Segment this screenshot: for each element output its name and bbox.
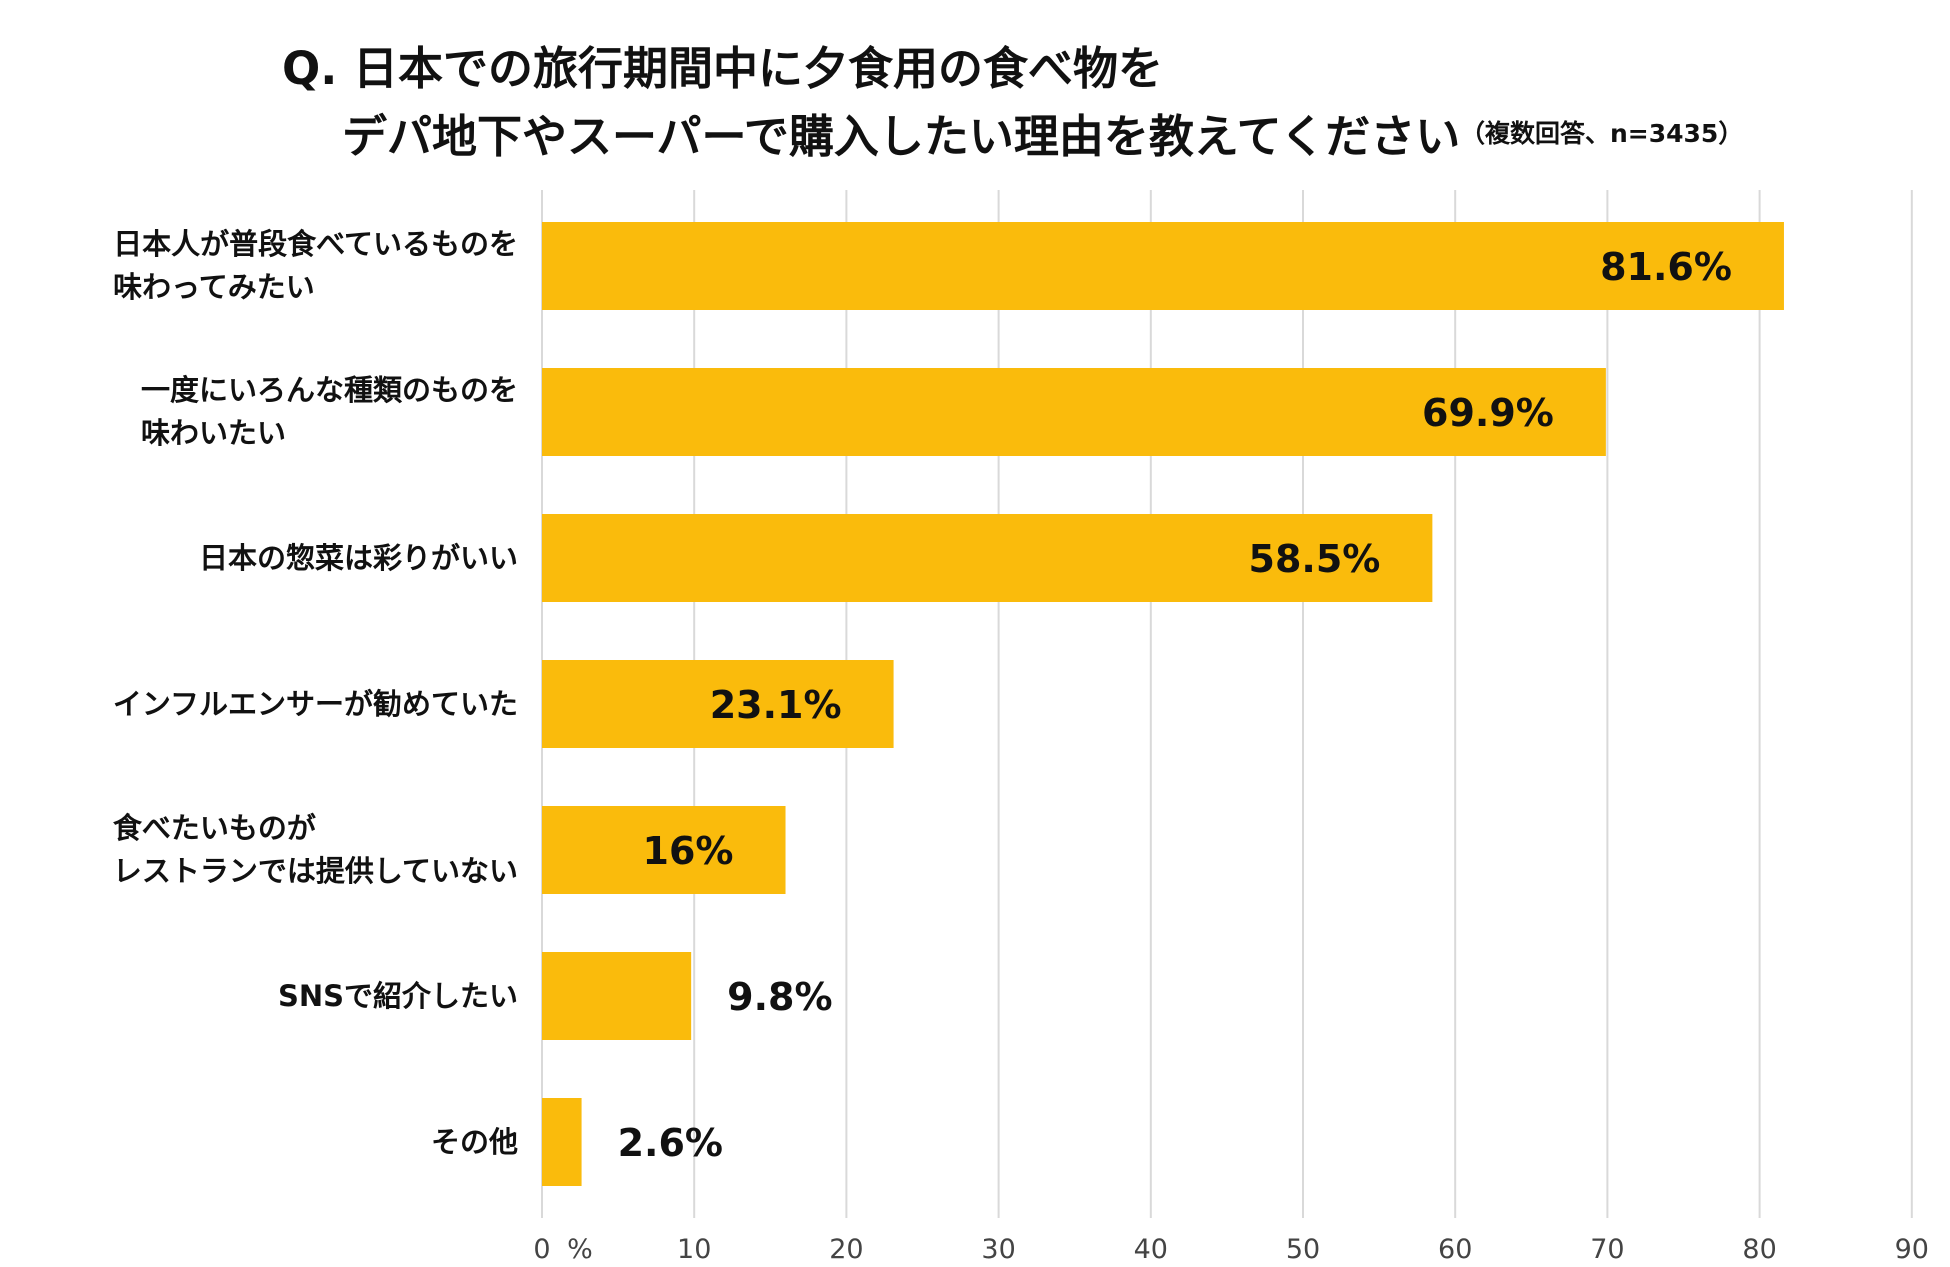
- data-label: 81.6%: [1600, 245, 1732, 289]
- x-tick-label: 90: [1895, 1234, 1929, 1265]
- x-unit-label: %: [567, 1234, 593, 1265]
- bar: [542, 514, 1433, 602]
- data-labels: 81.6% 69.9% 58.5% 23.1% 16% 9.8% 2.6%: [618, 245, 1732, 1165]
- category-label: 一度にいろんな種類のものを 味わいたい: [140, 373, 518, 450]
- chart-sample-note: （複数回答、n=3435）: [1460, 119, 1744, 148]
- data-label: 2.6%: [618, 1121, 723, 1165]
- category-label: インフルエンサーが勧めていた: [112, 686, 518, 721]
- bar: [542, 806, 786, 894]
- x-tick-label: 40: [1134, 1234, 1168, 1265]
- bar: [542, 368, 1606, 456]
- category-label: その他: [430, 1124, 518, 1159]
- x-tick-label: 10: [677, 1234, 711, 1265]
- category-label: 日本人が普段食べているものを 味わってみたい: [113, 227, 518, 304]
- data-label: 16%: [643, 829, 734, 873]
- category-label: 日本の惣菜は彩りがいい: [198, 540, 518, 575]
- category-label: 食べたいものが レストランでは提供していない: [112, 811, 518, 888]
- data-label: 23.1%: [710, 683, 842, 727]
- x-axis-ticks: 0 10 20 30 40 50 60 70 80 90%: [533, 1234, 1929, 1265]
- category-label: SNSで紹介したい: [277, 978, 518, 1013]
- x-tick-label: 30: [981, 1234, 1015, 1265]
- chart-title-line-2: デパ地下やスーパーで購入したい理由を教えてください: [342, 110, 1461, 163]
- data-label: 58.5%: [1249, 537, 1381, 581]
- data-label: 69.9%: [1422, 391, 1554, 435]
- x-tick-label: 60: [1438, 1234, 1472, 1265]
- x-tick-label: 80: [1742, 1234, 1776, 1265]
- chart-title-line-1: Q. 日本での旅行期間中に夕食用の食べ物を: [282, 42, 1164, 95]
- x-tick-label: 20: [829, 1234, 863, 1265]
- bar: [542, 952, 692, 1040]
- gridlines: [541, 190, 1913, 1218]
- x-tick-label: 70: [1590, 1234, 1624, 1265]
- bar: [542, 1098, 582, 1186]
- bar: [542, 660, 894, 748]
- x-tick-label: 0: [533, 1234, 550, 1265]
- x-tick-label: 50: [1286, 1234, 1320, 1265]
- data-label: 9.8%: [727, 975, 832, 1019]
- bar: [542, 222, 1784, 310]
- bars: [542, 222, 1784, 1186]
